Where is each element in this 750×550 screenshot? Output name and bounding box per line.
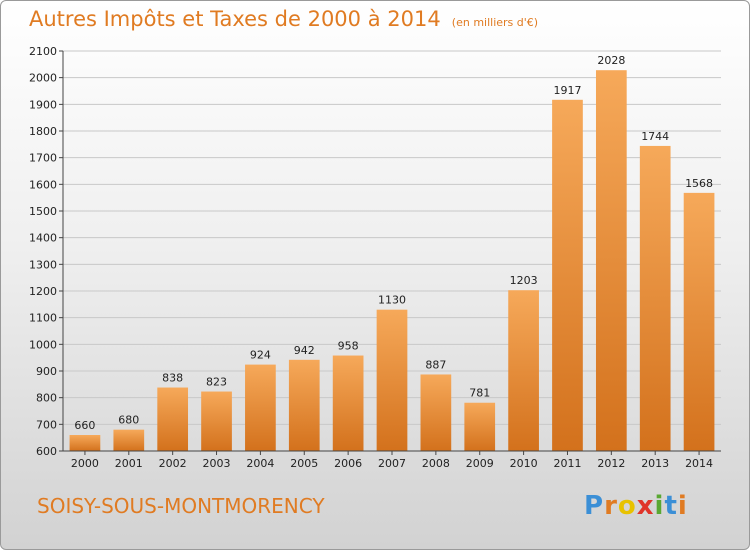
bar-value-label: 958	[338, 340, 359, 353]
x-tick-label: 2008	[422, 457, 450, 470]
bar	[157, 387, 189, 451]
x-tick-label: 2000	[71, 457, 99, 470]
x-tick-label: 2011	[553, 457, 581, 470]
logo-letter: P	[584, 491, 605, 521]
bar-value-label: 1130	[378, 294, 406, 307]
bar-value-label: 660	[74, 419, 95, 432]
bar	[288, 359, 320, 451]
x-axis: 2000 2001 2002 2003 2004 2005 2006 2007 2008 2009…	[63, 450, 721, 470]
bar-value-label: 924	[250, 349, 271, 362]
proxiti-logo: Proxiti	[584, 491, 688, 521]
bar-value-label: 680	[118, 414, 139, 427]
bar-value-label: 823	[206, 376, 227, 389]
y-tick-label: 1900	[29, 98, 57, 111]
bar	[332, 355, 364, 451]
x-tick-label: 2010	[510, 457, 538, 470]
bar	[201, 391, 232, 451]
bar-value-label: 887	[425, 358, 446, 371]
y-tick-label: 1000	[29, 338, 57, 351]
y-tick-label: 700	[36, 418, 57, 431]
bar-value-label: 838	[162, 372, 183, 385]
logo-letter: i	[654, 491, 665, 521]
bar-value-label: 1568	[685, 177, 713, 190]
city-name: SOISY-SOUS-MONTMORENCY	[37, 494, 325, 518]
y-tick-label: 900	[36, 365, 57, 378]
x-tick-label: 2005	[290, 457, 318, 470]
x-tick-label: 2009	[466, 457, 494, 470]
bar	[69, 435, 101, 451]
bar	[552, 99, 583, 452]
title-main: Autres Impôts et Taxes de 2000 à 2014	[29, 7, 441, 31]
bar	[113, 429, 145, 451]
y-tick-label: 800	[36, 392, 57, 405]
y-tick-label: 2000	[29, 72, 57, 85]
y-tick-label: 2100	[29, 45, 57, 58]
y-axis: 600 700 800 900 1000 1100 1200 1300 1400 1500 1600…	[29, 45, 64, 458]
logo-letter: i	[677, 491, 688, 521]
y-tick-label: 600	[36, 445, 57, 458]
bar	[464, 402, 496, 451]
bar	[508, 290, 539, 451]
title-unit: (en milliers d'€)	[451, 16, 539, 29]
x-tick-label: 2012	[597, 457, 625, 470]
x-tick-label: 2013	[641, 457, 669, 470]
x-tick-label: 2001	[115, 457, 143, 470]
logo-letter: x	[636, 491, 655, 521]
logo-letter: r	[604, 491, 618, 521]
bar	[683, 192, 715, 451]
bar	[245, 364, 276, 451]
chart-title: Autres Impôts et Taxes de 2000 à 2014 (e…	[29, 7, 538, 31]
y-tick-label: 1600	[29, 178, 57, 191]
y-tick-label: 1300	[29, 258, 57, 271]
y-tick-label: 1400	[29, 232, 57, 245]
bar-value-label: 1744	[641, 130, 669, 143]
logo-letter: o	[617, 491, 637, 521]
bars: 660 680 838 823 924 942 958 1130 887 781 1203 1917 2…	[69, 54, 715, 452]
bar	[376, 309, 408, 451]
y-tick-label: 1700	[29, 152, 57, 165]
y-tick-label: 1200	[29, 285, 57, 298]
y-tick-label: 1500	[29, 205, 57, 218]
y-tick-label: 1800	[29, 125, 57, 138]
x-tick-label: 2006	[334, 457, 362, 470]
logo-letter: t	[664, 491, 678, 521]
x-tick-label: 2003	[203, 457, 231, 470]
bar-value-label: 1917	[553, 84, 581, 97]
x-tick-label: 2014	[685, 457, 713, 470]
bar-value-label: 2028	[597, 54, 625, 67]
bar	[639, 145, 671, 451]
x-tick-label: 2007	[378, 457, 406, 470]
bar	[595, 70, 627, 451]
bar-value-label: 781	[469, 387, 490, 400]
bar-value-label: 1203	[510, 274, 538, 287]
x-tick-label: 2004	[246, 457, 274, 470]
bar-value-label: 942	[294, 344, 315, 357]
bar	[420, 374, 452, 451]
y-tick-label: 1100	[29, 312, 57, 325]
x-tick-label: 2002	[159, 457, 187, 470]
